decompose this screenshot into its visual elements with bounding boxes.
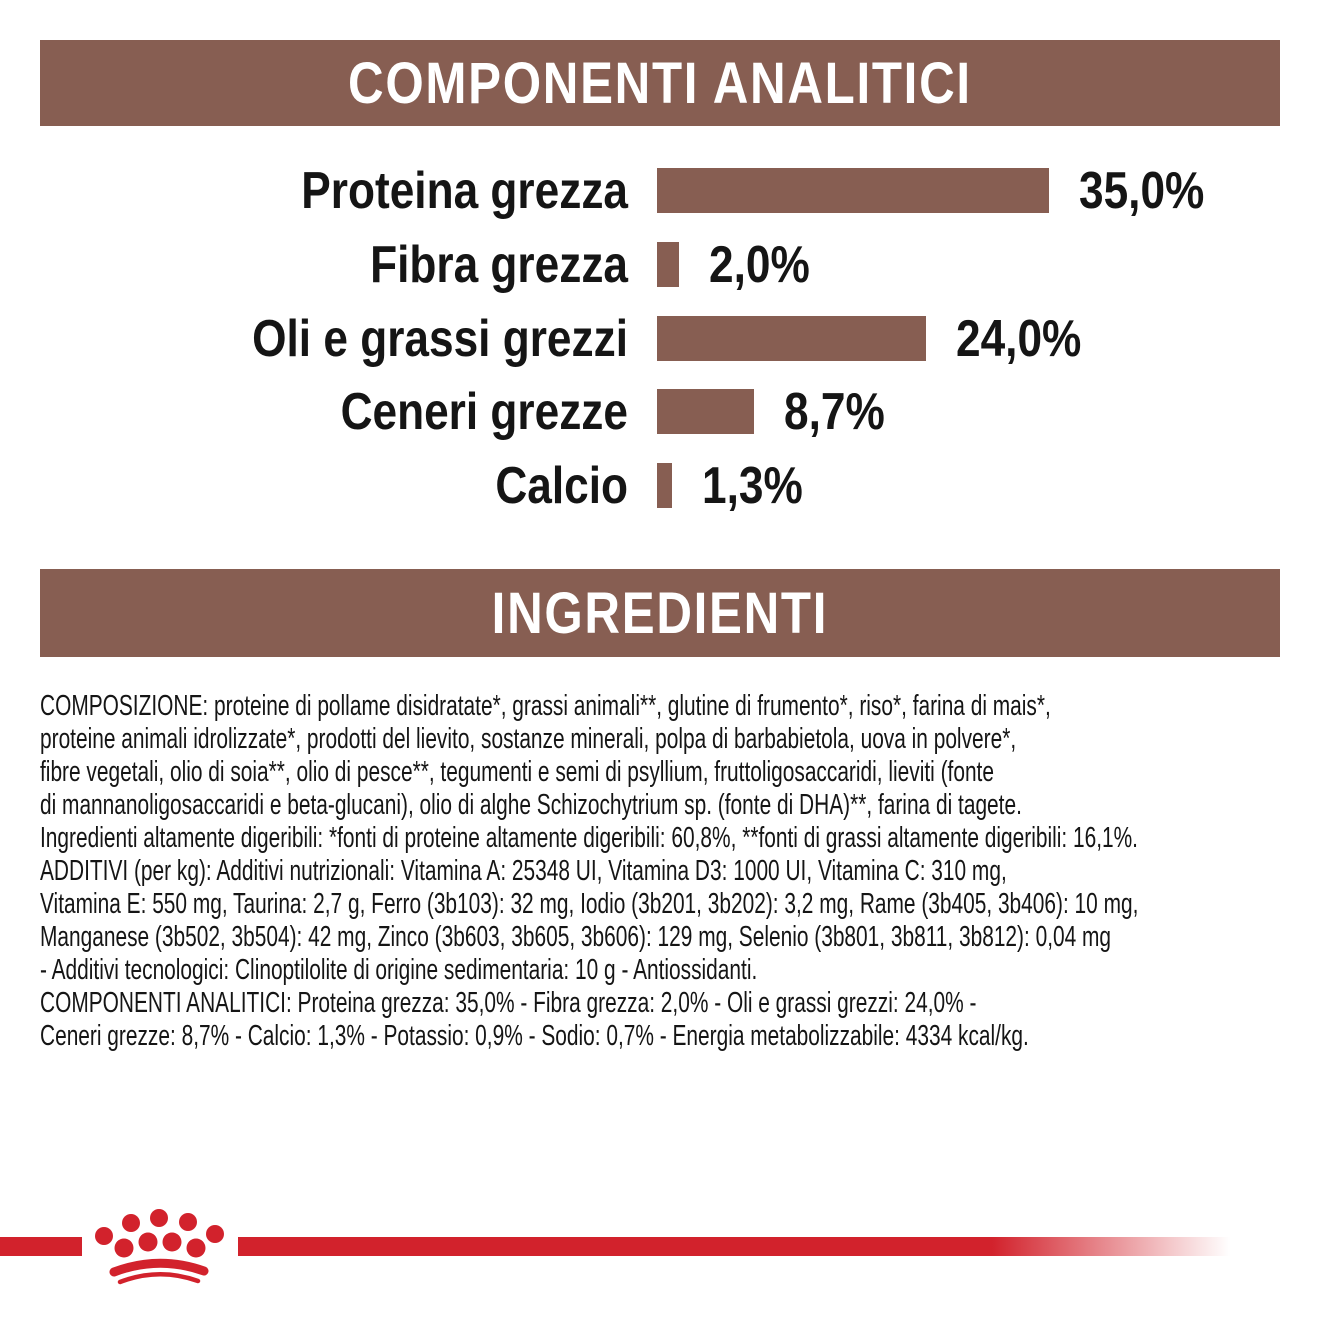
ingredients-line: Ingredienti altamente digeribili: *fonti… [40, 822, 1284, 855]
chart-row: Oli e grassi grezzi 24,0% [40, 310, 1280, 368]
ingredients-line: COMPOSIZIONE: proteine di pollame disidr… [40, 690, 1284, 723]
bar [657, 389, 754, 434]
ingredients-line-text: Manganese (3b502, 3b504): 42 mg, Zinco (… [40, 921, 1112, 953]
bar [657, 463, 672, 508]
bar-label: Ceneri grezze [340, 382, 628, 441]
royal-canin-crown-logo [95, 1209, 224, 1285]
red-stripe-right [238, 1237, 1230, 1256]
ingredients-line: ADDITIVI (per kg): Additivi nutrizionali… [40, 855, 1284, 888]
bar-value: 35,0% [1079, 161, 1205, 220]
bar [657, 242, 679, 287]
chart-row: Ceneri grezze 8,7% [40, 383, 1280, 441]
ingredients-line: proteine animali idrolizzate*, prodotti … [40, 723, 1284, 756]
ingredients-line-text: - Additivi tecnologici: Clinoptilolite d… [40, 954, 758, 986]
chart-row: Proteina grezza 35,0% [40, 162, 1280, 220]
bar [657, 316, 926, 361]
ingredients-line-text: Ingredienti altamente digeribili: *fonti… [40, 822, 1138, 854]
section-header-componenti-analitici: COMPONENTI ANALITICI [40, 40, 1280, 126]
ingredients-line: Ceneri grezze: 8,7% - Calcio: 1,3% - Pot… [40, 1020, 1284, 1053]
ingredients-text: COMPOSIZIONE: proteine di pollame disidr… [40, 690, 1284, 1053]
red-stripe-left [0, 1237, 82, 1256]
bar-label: Fibra grezza [370, 235, 628, 294]
chart-row: Fibra grezza 2,0% [40, 236, 1280, 294]
ingredients-line-text: proteine animali idrolizzate*, prodotti … [40, 723, 1017, 755]
section-title-ingredienti: INGREDIENTI [491, 580, 829, 646]
bar-label: Calcio [495, 456, 628, 515]
ingredients-line: COMPONENTI ANALITICI: Proteina grezza: 3… [40, 987, 1284, 1020]
chart-row: Calcio 1,3% [40, 457, 1280, 515]
bar-value: 1,3% [702, 456, 803, 515]
bar-value: 8,7% [784, 382, 885, 441]
ingredients-line: - Additivi tecnologici: Clinoptilolite d… [40, 954, 1284, 987]
ingredients-line-text: ADDITIVI (per kg): Additivi nutrizionali… [40, 855, 1007, 887]
ingredients-line-text: Ceneri grezze: 8,7% - Calcio: 1,3% - Pot… [40, 1020, 1029, 1052]
section-title-componenti-analitici: COMPONENTI ANALITICI [348, 50, 972, 116]
ingredients-line: di mannanoligosaccaridi e beta-glucani),… [40, 789, 1284, 822]
bar-value: 2,0% [709, 235, 810, 294]
ingredients-line: fibre vegetali, olio di soia**, olio di … [40, 756, 1284, 789]
bar-value: 24,0% [956, 309, 1082, 368]
section-header-ingredienti: INGREDIENTI [40, 569, 1280, 657]
ingredients-line-text: Vitamina E: 550 mg, Taurina: 2,7 g, Ferr… [40, 888, 1139, 920]
ingredients-line-text: di mannanoligosaccaridi e beta-glucani),… [40, 789, 1022, 821]
bar [657, 168, 1049, 213]
ingredients-line-text: COMPONENTI ANALITICI: Proteina grezza: 3… [40, 987, 977, 1019]
bar-label: Oli e grassi grezzi [252, 309, 628, 368]
ingredients-line: Vitamina E: 550 mg, Taurina: 2,7 g, Ferr… [40, 888, 1284, 921]
ingredients-line-text: COMPOSIZIONE: proteine di pollame disidr… [40, 690, 1051, 722]
ingredients-line: Manganese (3b502, 3b504): 42 mg, Zinco (… [40, 921, 1284, 954]
ingredients-line-text: fibre vegetali, olio di soia**, olio di … [40, 756, 994, 788]
bar-label: Proteina grezza [301, 161, 628, 220]
analytical-components-chart: Proteina grezza 35,0% Fibra grezza 2,0% Oli … [40, 162, 1280, 515]
